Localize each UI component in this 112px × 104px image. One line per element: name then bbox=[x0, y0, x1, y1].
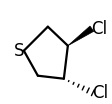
Polygon shape bbox=[68, 26, 94, 46]
Text: Cl: Cl bbox=[92, 84, 108, 102]
Text: S: S bbox=[14, 42, 25, 60]
Text: Cl: Cl bbox=[91, 20, 107, 38]
